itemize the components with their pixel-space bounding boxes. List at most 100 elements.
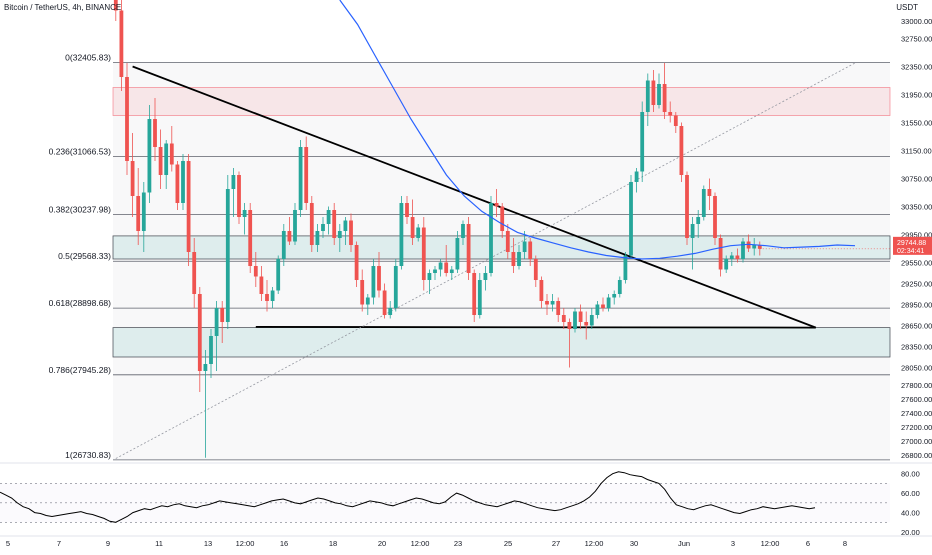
candle-body: [657, 84, 661, 105]
candle-body: [343, 220, 348, 231]
oscillator-panel: 80.00 60.00 40.00 20.00: [0, 462, 932, 537]
candle-body: [449, 269, 454, 273]
time-tick-label: 16: [280, 539, 288, 548]
candle-body: [253, 266, 258, 277]
fib-level-label: 0(32405.83): [65, 53, 111, 63]
candle-body: [393, 266, 398, 308]
time-tick-label: 20: [378, 539, 386, 548]
price-tick-label: 29950.00: [901, 231, 932, 240]
candle-body: [522, 241, 527, 252]
candle-body: [113, 0, 118, 11]
candle-body: [377, 266, 381, 291]
candle-body: [405, 203, 409, 217]
price-tick-label: 32350.00: [901, 63, 932, 72]
price-tick-label: 30750.00: [901, 175, 932, 184]
oscillator-line: [0, 471, 816, 523]
fib-band: [113, 62, 890, 157]
fib-level-label: 1(26730.83): [65, 450, 111, 460]
fib-band: [113, 261, 890, 309]
price-tick-label: 29250.00: [901, 280, 932, 289]
candle-body: [595, 304, 600, 315]
candle-body: [505, 231, 510, 252]
candle-body: [276, 259, 281, 291]
time-tick-label: 13: [204, 539, 212, 548]
candle-body: [259, 276, 264, 294]
candle-body: [270, 290, 275, 301]
candle-body: [567, 322, 572, 329]
candle-body: [365, 297, 370, 305]
currency-label: USDT: [896, 3, 918, 12]
price-tick-label: 30350.00: [901, 203, 932, 212]
candle-body: [209, 336, 213, 364]
candle-body: [237, 175, 241, 217]
candle-body: [461, 224, 465, 238]
candle-body: [679, 126, 684, 175]
price-tick-label: 28350.00: [901, 343, 932, 352]
candle-body: [685, 175, 689, 238]
time-tick-label: 12:00: [236, 539, 255, 548]
fibonacci-layer: 0(32405.83) 0.236(31066.53) 0.382(30237.98…: [49, 53, 890, 461]
candle-body: [707, 189, 712, 196]
time-tick-label: 7: [57, 539, 61, 548]
candle-body: [248, 210, 253, 266]
price-axis: 33000.00 32750.00 32350.00 31950.00 31550.00…: [759, 17, 932, 460]
candle-body: [147, 119, 152, 193]
candle-body: [757, 245, 762, 249]
oscillator-tick-label: 40.00: [901, 509, 920, 518]
time-axis: 5 7 9 11 13 12:00 16 18 20 12:00 23 25 27 12:00 30 Jun 3…: [0, 535, 932, 548]
candle-body: [550, 301, 555, 305]
price-tick-label: 26800.00: [901, 451, 932, 460]
candle-body: [752, 245, 757, 249]
candle-body: [119, 10, 124, 77]
fib-level-label: 0.382(30237.98): [49, 204, 112, 214]
candle-body: [640, 112, 645, 172]
candle-body: [561, 315, 566, 322]
price-tick-label: 28050.00: [901, 364, 932, 373]
descending-resistance-line: [132, 65, 817, 329]
fib-band: [113, 374, 890, 460]
candle-body: [321, 224, 325, 231]
candle-body: [231, 175, 236, 189]
candle-body: [617, 280, 622, 294]
candle-body: [483, 273, 488, 280]
candle-body: [337, 231, 342, 238]
time-tick-label: 18: [329, 539, 337, 548]
candle-body: [242, 210, 247, 217]
candle-body: [298, 147, 303, 210]
time-tick-label: 5: [6, 539, 10, 548]
candle-body: [573, 311, 577, 329]
candle-body: [153, 119, 157, 147]
moving-average-layer: [339, 0, 856, 260]
candle-body: [539, 280, 544, 301]
candle-body: [158, 147, 163, 175]
price-tick-label: 27200.00: [901, 423, 932, 432]
fib-level-label: 0.618(28898.68): [49, 298, 112, 308]
candle-body: [612, 294, 617, 298]
price-tick-label: 27400.00: [901, 409, 932, 418]
candle-body: [175, 164, 180, 203]
resistance-zone: [112, 87, 891, 116]
time-tick-label: 30: [630, 539, 638, 548]
candle-body: [304, 147, 309, 203]
candle-body: [315, 231, 320, 245]
candle-body: [606, 297, 611, 308]
moving-average-line: [339, 0, 856, 260]
candle-body: [164, 143, 169, 175]
candle-body: [466, 224, 471, 273]
candle-body: [713, 196, 717, 238]
oscillator-tick-label: 80.00: [901, 470, 920, 479]
candle-body: [645, 80, 650, 112]
candle-body: [623, 255, 628, 280]
candle-body: [494, 203, 499, 207]
candle-body: [388, 308, 393, 315]
horizontal-support-line: [255, 325, 816, 329]
candle-body: [354, 245, 359, 280]
candle-body: [410, 217, 415, 238]
time-tick-label: 27: [552, 539, 560, 548]
candle-body: [489, 203, 493, 273]
candle-body: [427, 273, 432, 280]
candle-body: [651, 80, 656, 105]
bar-countdown: 02:34:41: [897, 248, 924, 255]
candle-body: [293, 210, 297, 242]
